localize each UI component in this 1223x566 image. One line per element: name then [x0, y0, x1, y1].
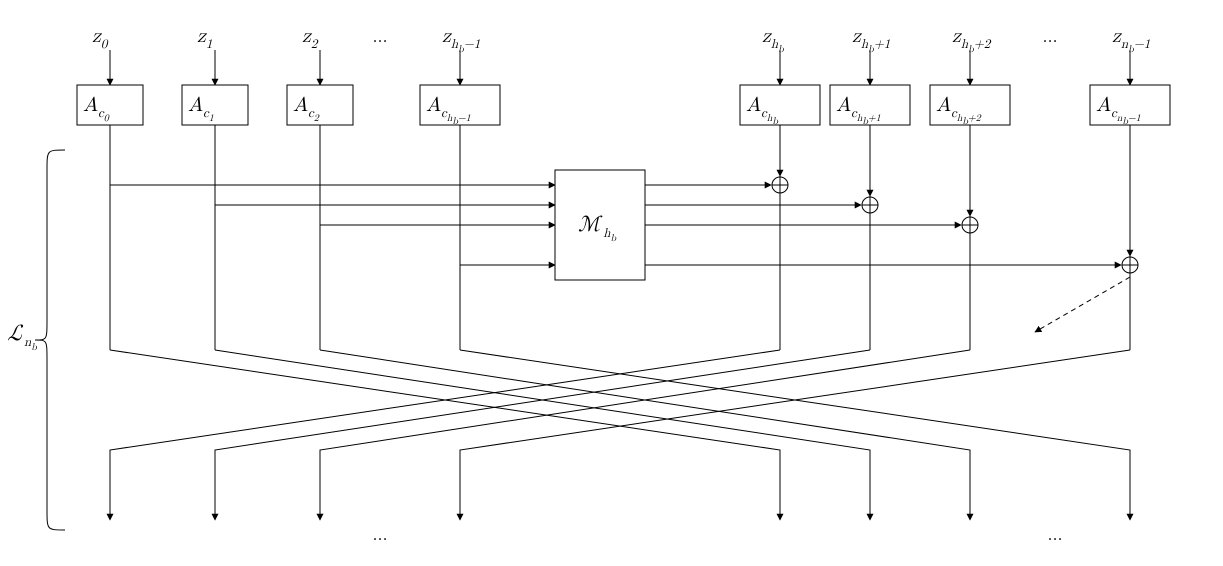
ellipsis: … — [372, 28, 387, 46]
ellipsis: … — [1042, 28, 1057, 46]
perm-wire-dashed — [1035, 277, 1130, 332]
ellipsis: … — [1047, 526, 1062, 544]
z-label: zhb — [762, 26, 785, 54]
brace — [35, 150, 65, 530]
z-label: znb−1 — [1112, 26, 1150, 54]
ellipsis: … — [372, 526, 387, 544]
z-label: zhb+1 — [852, 26, 890, 54]
z-label: zhb+2 — [952, 26, 992, 54]
z-label: z2 — [302, 26, 319, 51]
z-label: z0 — [92, 26, 109, 51]
z-label: z1 — [197, 26, 212, 51]
brace-label: ℒnb — [7, 323, 38, 352]
z-label: zhb−1 — [442, 26, 480, 54]
